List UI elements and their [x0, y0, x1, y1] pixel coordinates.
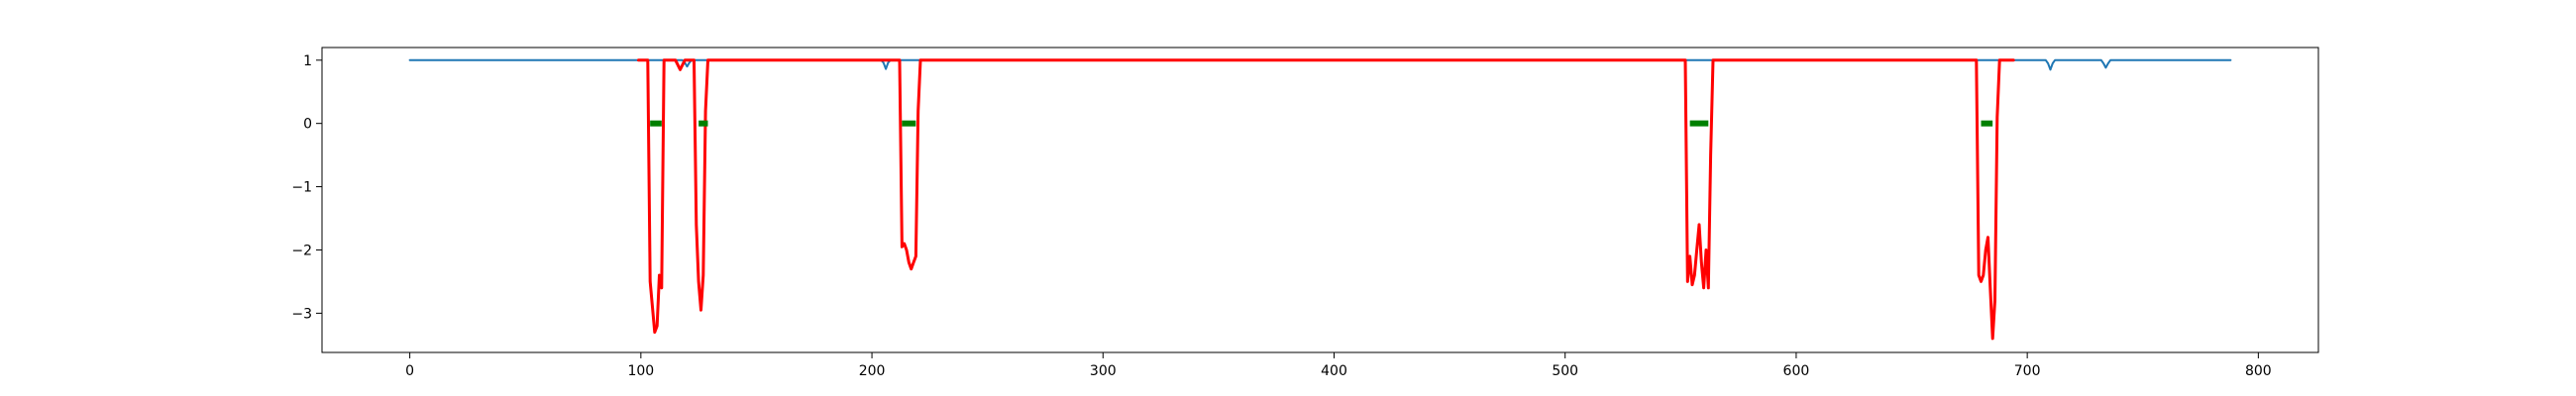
y-tick-label: −3 — [291, 306, 312, 322]
series-1-line — [637, 58, 2015, 341]
x-tick-label: 0 — [405, 363, 414, 379]
x-axis-ticks: 0 100 200 300 400 500 600 700 800 — [405, 352, 2272, 379]
x-tick-label: 200 — [859, 363, 886, 379]
x-tick-label: 100 — [627, 363, 654, 379]
plot-area — [322, 48, 2318, 352]
x-tick-label: 500 — [1552, 363, 1578, 379]
y-axis-ticks: 1 0 −1 −2 −3 — [291, 53, 322, 322]
x-tick-label: 700 — [2014, 363, 2041, 379]
axes-frame — [321, 47, 2319, 353]
y-tick-label: 0 — [303, 117, 312, 133]
x-tick-label: 600 — [1783, 363, 1810, 379]
x-tick-label: 300 — [1090, 363, 1117, 379]
y-tick-label: 1 — [303, 53, 312, 69]
y-tick-label: −2 — [291, 243, 312, 258]
series-layer — [408, 58, 2232, 341]
y-tick-label: −1 — [291, 180, 312, 196]
x-tick-label: 800 — [2245, 363, 2272, 379]
x-tick-label: 400 — [1321, 363, 1347, 379]
